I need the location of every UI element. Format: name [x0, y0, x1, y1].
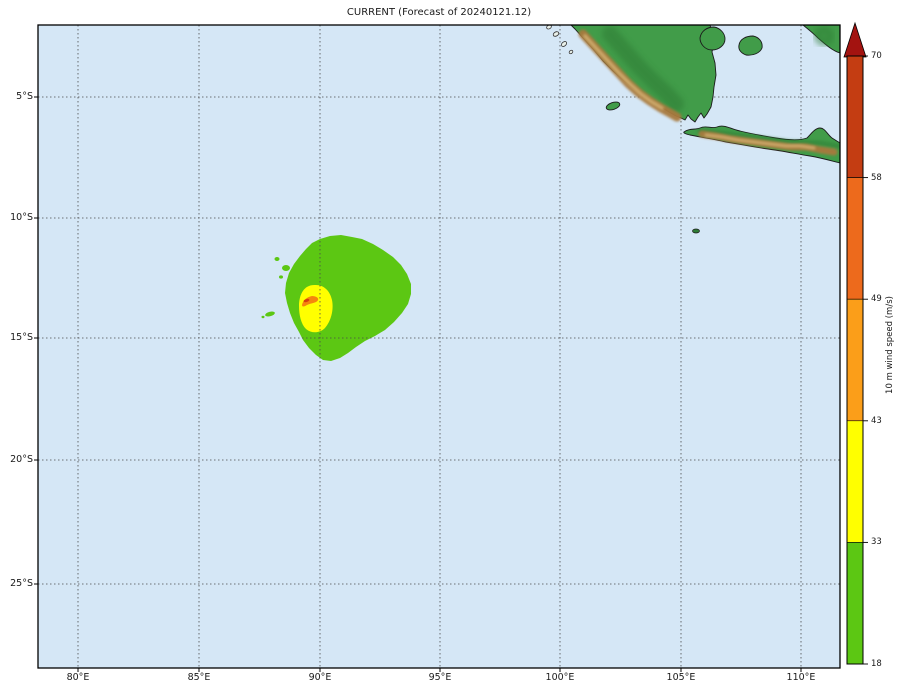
colorbar-tick-label: 49 — [871, 294, 882, 304]
lat-tick-label: 25°S — [10, 578, 33, 589]
christmas-island — [692, 228, 700, 234]
mentawai-islet — [560, 41, 568, 47]
colorbar-over-arrow — [843, 21, 867, 58]
colorbar-segment-18-33 — [846, 542, 864, 665]
wind-blob-yellow-33-43 — [299, 285, 333, 333]
colorbar-tick-label: 58 — [871, 173, 882, 183]
lat-tick-label: 10°S — [10, 212, 33, 223]
bangka-island — [699, 26, 726, 51]
lon-tick-label: 100°E — [545, 672, 575, 683]
lat-tick-label: 15°S — [10, 332, 33, 343]
wind-core-orange-43-49 — [302, 296, 319, 307]
colorbar-segment-49-58 — [846, 177, 864, 300]
java-ridge-core — [704, 133, 816, 150]
colorbar-segment-33-43 — [846, 420, 864, 543]
colorbar-segment-58-70 — [846, 55, 864, 178]
enggano-island — [605, 101, 621, 111]
mentawai-islet — [568, 49, 574, 55]
borneo-highland-shade — [814, 26, 834, 46]
wind-speck — [261, 315, 265, 319]
colorbar-tick-label: 18 — [871, 659, 882, 669]
map-frame — [37, 24, 841, 669]
wind-speck — [279, 275, 283, 279]
colorbar-axis-label: 10 m wind speed (m/s) — [884, 296, 895, 394]
wind-speck — [274, 257, 280, 261]
colorbar-tick-label: 70 — [871, 51, 882, 61]
wind-speck — [265, 311, 275, 317]
colorbar-ticks — [863, 55, 868, 665]
java-highland-shade — [697, 128, 840, 149]
landmasses — [546, 25, 840, 234]
mentawai-islet — [552, 31, 560, 37]
figure-title: CURRENT (Forecast of 20240121.12) — [346, 7, 532, 18]
sumatra-ridge-core — [583, 34, 664, 110]
colorbar-segment-43-49 — [846, 298, 864, 422]
lon-tick-label: 85°E — [187, 672, 211, 683]
lat-tick-label: 20°S — [10, 454, 33, 465]
colorbar-outline — [846, 55, 864, 665]
colorbar-tick-label: 33 — [871, 537, 882, 547]
lon-tick-label: 95°E — [428, 672, 452, 683]
lat-tick-label: 5°S — [16, 91, 33, 102]
lon-tick-label: 90°E — [308, 672, 332, 683]
ocean-background — [38, 25, 840, 668]
wind-speck — [282, 265, 290, 271]
lon-tick-label: 80°E — [66, 672, 90, 683]
lon-tick-label: 110°E — [786, 672, 816, 683]
wind-core-red-49-58 — [303, 298, 310, 303]
belitung-island — [738, 35, 763, 56]
colorbar-tick-label: 43 — [871, 416, 882, 426]
sumatra-highland-shade — [602, 26, 684, 112]
wind-field — [261, 235, 411, 361]
colorbar — [843, 21, 868, 665]
lon-tick-label: 105°E — [666, 672, 696, 683]
axis-ticks — [34, 96, 802, 672]
